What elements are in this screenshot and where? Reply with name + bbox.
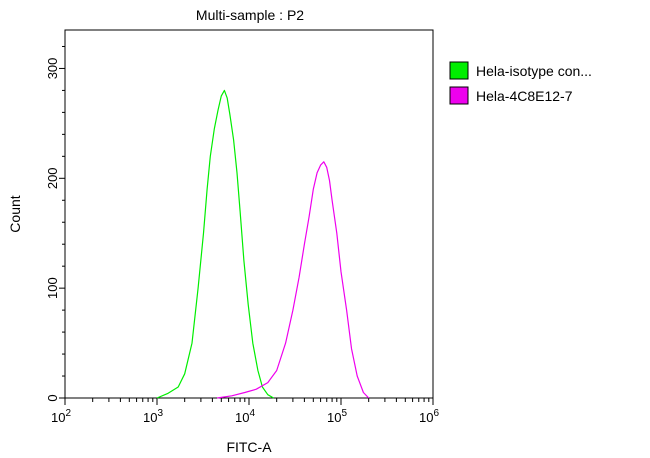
legend-swatch — [449, 61, 469, 80]
legend-label: Hela-4C8E12-7 — [476, 88, 573, 104]
series-layer — [156, 89, 370, 399]
x-tick-label: 103 — [143, 408, 163, 425]
y-tick-label: 200 — [45, 167, 60, 189]
x-axis-label: FITC-A — [226, 439, 272, 455]
x-tick-label: 105 — [327, 408, 347, 425]
plot-area — [64, 29, 434, 399]
series-line-2 — [217, 161, 370, 399]
y-axis: 0 100 200 300 — [45, 45, 65, 402]
legend-label: Hela-isotype con... — [476, 63, 592, 79]
x-tick-label: 106 — [419, 408, 439, 425]
x-tick-label: 104 — [235, 408, 255, 425]
y-tick-label: 0 — [45, 394, 60, 401]
y-axis-label: Count — [7, 195, 23, 232]
x-axis: 102 103 104 105 106 — [51, 398, 439, 425]
chart-title: Multi-sample : P2 — [196, 7, 304, 23]
legend: Hela-isotype con... Hela-4C8E12-7 — [449, 61, 592, 105]
x-tick-label: 102 — [51, 408, 71, 425]
legend-swatch — [449, 86, 469, 105]
y-tick-label: 100 — [45, 277, 60, 299]
series-line-1 — [156, 89, 274, 399]
y-tick-label: 300 — [45, 58, 60, 80]
